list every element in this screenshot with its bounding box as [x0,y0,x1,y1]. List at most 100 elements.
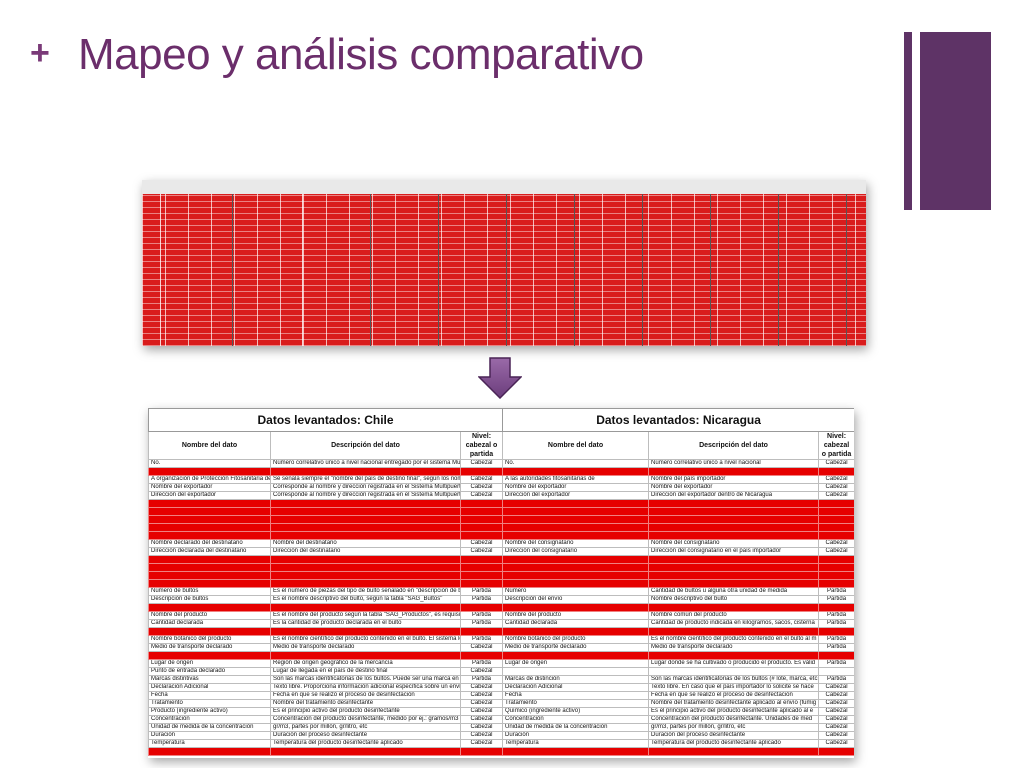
table-cell: Temperatura [148,739,271,748]
table-cell: Duración del proceso desinfectante [270,731,461,740]
table-cell [502,531,650,540]
table-cell [148,515,271,524]
table-cell: Declaración Adicional [148,683,271,692]
table-cell: Dirección del exportador dentro de Nicar… [648,491,820,500]
table-cell: A las autoridades fitosanitarias de [502,475,650,484]
table-cell: Nombre del exportador [502,483,650,492]
table-cell [459,747,504,756]
column-header-description: Descripción del dato [648,431,820,460]
table-row: Fecha Fecha en que se realizó el proceso … [148,691,854,700]
table-cell [818,571,854,580]
table-cell: Tratamiento [148,699,271,708]
table-cell: Cabezal [459,683,504,692]
plus-icon: + [30,34,50,72]
table-cell [818,555,854,564]
table-cell: Fecha en que se realizó el proceso de de… [648,691,820,700]
table-cell [459,515,504,524]
table-cell [459,467,504,476]
comparison-table: Datos levantados: Chile Datos levantados… [148,408,854,756]
table-cell [270,531,461,540]
table-cell [459,651,504,660]
table-cell: Nombre del consignatario [502,539,650,548]
table-row: Número de bultos Es el número de piezas d… [148,587,854,596]
table-cell [459,531,504,540]
table-cell: Corresponde al nombre y dirección regist… [270,483,461,492]
table-cell: Nombre descriptivo del bulto [648,595,820,604]
slide-title: Mapeo y análisis comparativo [78,30,644,79]
table-cell [502,515,650,524]
table-cell: Corresponde al nombre y dirección regist… [270,491,461,500]
table-cell: Partida [818,619,854,628]
table-cell: Fecha en que se realizó el proceso de de… [270,691,461,700]
table-cell: Cabezal [459,547,504,556]
table-row-highlighted [148,571,854,580]
table-cell: Partida [818,659,854,668]
table-cell: Dirección del consignatario [502,547,650,556]
nicaragua-header: Datos levantados: Nicaragua [502,408,854,432]
table-cell: Producto (ingrediente activo) [148,707,271,716]
table-cell [502,563,650,572]
table-cell: Químico (ingrediente activo) [502,707,650,716]
table-cell: Duración del proceso desinfectante [648,731,820,740]
table-cell: Es el nombre científico del producto con… [270,635,461,644]
table-cell: Texto libre. Proporciona información adi… [270,683,461,692]
table-cell: Medio de transporte declarado [502,643,650,652]
table-cell [818,651,854,660]
table-cell: Lugar de origen [148,659,271,668]
table-cell: Cabezal [459,723,504,732]
table-cell [502,579,650,588]
table-cell: Partida [459,587,504,596]
table-row: Temperatura Temperatura del producto desi… [148,739,854,748]
table-cell: Es el nombre descriptivo del bulto, segú… [270,595,461,604]
table-cell: Nombre del producto [502,611,650,620]
table-cell [148,555,271,564]
table-cell: Nombre botánico del producto [148,635,271,644]
table-cell [818,467,854,476]
table-cell: Número de bultos [148,587,271,596]
table-cell [270,747,461,756]
table-row: Marcas distintivas Son las marcas identif… [148,675,854,684]
table-cell: Cabezal [459,539,504,548]
table-cell: Es el nombre científico del producto con… [648,635,820,644]
table-cell: Descripción de bultos [148,595,271,604]
table-cell: Son las marcas identificatorias de los b… [648,675,820,684]
table-row-highlighted [148,523,854,532]
table-cell: Nombre del consignatario [648,539,820,548]
table-cell: Dirección del consignatario en el país i… [648,547,820,556]
table-cell: gr/m3, partes por millón, gr/litro, etc [648,723,820,732]
table-cell [502,467,650,476]
table-cell: Cabezal [459,707,504,716]
table-row: Lugar de origen Región de origen geográfi… [148,659,854,668]
table-cell [648,603,820,612]
table-cell: Descripción del envío [502,595,650,604]
table-cell [648,571,820,580]
table-cell: Cantidad declarada [502,619,650,628]
table-cell [270,651,461,660]
table-cell [502,571,650,580]
table-cell: Cabezal [459,667,504,676]
table-cell [270,499,461,508]
table-cell [270,467,461,476]
table-cell [270,603,461,612]
table-cell: Número correlativo único a nivel naciona… [270,459,461,468]
table-cell [459,523,504,532]
table-cell [648,627,820,636]
table-cell: Se señala siempre el "nombre del país de… [270,475,461,484]
table-cell: Cabezal [459,739,504,748]
table-cell: Cabezal [459,731,504,740]
table-cell [818,747,854,756]
table-cell: Unidad de medida de la concentración [502,723,650,732]
table-cell [502,499,650,508]
table-row: Descripción de bultos Es el nombre descri… [148,595,854,604]
table-cell [148,563,271,572]
table-cell [502,651,650,660]
table-row: Declaración Adicional Texto libre. Propor… [148,683,854,692]
thumbnail-header-strip [142,180,866,195]
table-cell [648,531,820,540]
table-cell: Cabezal [818,539,854,548]
decorative-bar-thin [904,32,912,210]
table-row: Dirección declarada del destinatario Dire… [148,547,854,556]
comparison-table-card: Datos levantados: Chile Datos levantados… [148,408,854,758]
table-row-highlighted [148,579,854,588]
table-cell [459,627,504,636]
